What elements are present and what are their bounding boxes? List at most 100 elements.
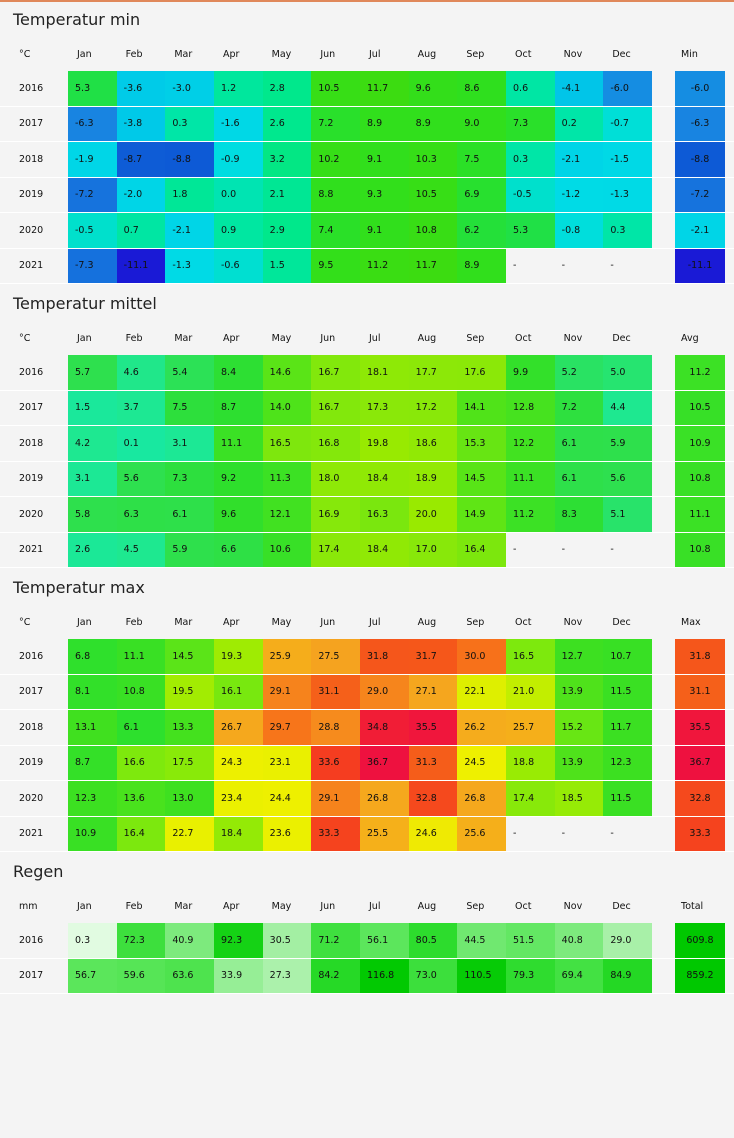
value-cell: 11.5 (603, 674, 652, 709)
year-label: 2017 (19, 402, 44, 414)
aggregate-cell: 609.8 (675, 923, 725, 958)
value-cell: - (561, 544, 566, 556)
value-cell: 7.5 (457, 142, 506, 177)
value-cell: 26.2 (457, 710, 506, 745)
value-cell: 15.2 (554, 710, 604, 745)
value-cell: 26.8 (457, 781, 506, 816)
value-cell: 16.1 (214, 674, 263, 709)
data-row: 2019 3.1 5.6 7.3 9.2 11.3 18.0 18.4 18.9 14.5 11.1… (0, 461, 734, 497)
value-cell: 5.8 (68, 497, 117, 532)
value-cell: 13.6 (116, 781, 166, 816)
value-cell: 8.8 (311, 177, 360, 212)
value-cell: -8.8 (165, 142, 214, 177)
value-cell: 14.6 (262, 355, 312, 390)
value-cell: 16.9 (311, 497, 360, 532)
value-cell: 51.5 (506, 923, 555, 958)
value-cell: 2.6 (262, 106, 312, 141)
value-cell: 33.6 (311, 745, 360, 780)
year-label: 2020 (19, 792, 44, 804)
value-cell: 17.4 (506, 781, 555, 816)
column-header: °C (19, 333, 31, 344)
value-cell: 4.5 (116, 532, 166, 567)
data-row: 2018 13.1 6.1 13.3 26.7 29.7 28.8 34.8 35.5 26.2 2… (0, 710, 734, 746)
value-cell: 34.8 (360, 710, 409, 745)
column-header: Jun (320, 901, 336, 912)
column-header: Sep (466, 49, 485, 60)
value-cell: -1.2 (554, 177, 604, 212)
column-header: Aug (417, 617, 437, 628)
column-header: Oct (515, 901, 532, 912)
year-label: 2017 (19, 970, 44, 982)
value-cell: 1.8 (165, 177, 214, 212)
value-cell: 3.2 (262, 142, 312, 177)
value-cell: 16.3 (360, 497, 409, 532)
value-cell: 24.3 (214, 745, 263, 780)
value-cell: 0.1 (116, 426, 166, 461)
value-cell: 3.1 (68, 461, 117, 496)
value-cell: 21.0 (506, 674, 555, 709)
year-label: 2019 (19, 757, 44, 769)
value-cell: 7.5 (165, 390, 214, 425)
column-header: Mar (174, 617, 193, 628)
column-header: Nov (563, 901, 583, 912)
value-cell: -3.6 (116, 71, 166, 106)
column-header: Jan (77, 617, 92, 628)
data-row: 2016 5.7 4.6 5.4 8.4 14.6 16.7 18.1 17.7 17.6 9.9 5… (0, 355, 734, 391)
value-cell: 20.0 (408, 497, 458, 532)
value-cell: 25.7 (506, 710, 555, 745)
aggregate-cell: 31.1 (675, 674, 725, 709)
column-header: Nov (563, 617, 583, 628)
value-cell: 44.5 (457, 923, 506, 958)
value-cell: 6.1 (554, 461, 604, 496)
section-title: Temperatur mittel (13, 294, 157, 313)
value-cell: -7.3 (68, 248, 117, 283)
value-cell: 16.6 (116, 745, 166, 780)
section-title: Regen (13, 862, 64, 881)
value-cell: 8.3 (554, 497, 604, 532)
table-section: Temperatur mittel °C Jan Feb Mar Apr May Jun Jul… (0, 286, 734, 570)
value-cell: - (513, 828, 517, 840)
value-cell: 30.0 (457, 639, 506, 674)
value-cell: 22.1 (457, 674, 506, 709)
value-cell: -4.1 (554, 71, 604, 106)
value-cell: 116.8 (360, 958, 409, 993)
value-cell: 7.3 (165, 461, 214, 496)
year-label: 2016 (19, 934, 44, 946)
value-cell: -0.6 (214, 248, 263, 283)
value-cell: 9.3 (360, 177, 409, 212)
value-cell: 9.1 (360, 142, 409, 177)
value-cell: 80.5 (408, 923, 458, 958)
value-cell: 4.6 (116, 355, 166, 390)
value-cell: 13.0 (165, 781, 214, 816)
value-cell: 12.8 (506, 390, 555, 425)
value-cell: 0.6 (506, 71, 555, 106)
value-cell: 18.0 (311, 461, 360, 496)
aggregate-cell: 10.8 (675, 532, 725, 567)
value-cell: 18.8 (506, 745, 555, 780)
value-cell: 5.0 (603, 355, 652, 390)
value-cell: 5.9 (603, 426, 652, 461)
value-cell: 17.4 (311, 532, 360, 567)
value-cell: -1.9 (68, 142, 117, 177)
value-cell: 7.2 (311, 106, 360, 141)
value-cell: 23.1 (262, 745, 312, 780)
value-cell: 25.6 (457, 816, 506, 851)
value-cell: 69.4 (554, 958, 604, 993)
value-cell: 9.6 (214, 497, 263, 532)
value-cell: 2.8 (262, 71, 312, 106)
value-cell: 2.6 (68, 532, 117, 567)
value-cell: 84.2 (311, 958, 360, 993)
value-cell: 1.5 (68, 390, 117, 425)
column-header: Nov (563, 333, 583, 344)
column-header: Feb (125, 617, 143, 628)
value-cell: 27.5 (311, 639, 360, 674)
column-header: Oct (515, 617, 532, 628)
value-cell: 18.5 (554, 781, 604, 816)
value-cell: -0.9 (214, 142, 263, 177)
aggregate-cell: 10.8 (675, 461, 725, 496)
value-cell: 29.0 (360, 674, 409, 709)
value-cell: 16.5 (262, 426, 312, 461)
column-header: °C (19, 49, 31, 60)
data-row: 2019 8.7 16.6 17.5 24.3 23.1 33.6 36.7 31.3 24.5 1… (0, 745, 734, 781)
value-cell: 5.4 (165, 355, 214, 390)
